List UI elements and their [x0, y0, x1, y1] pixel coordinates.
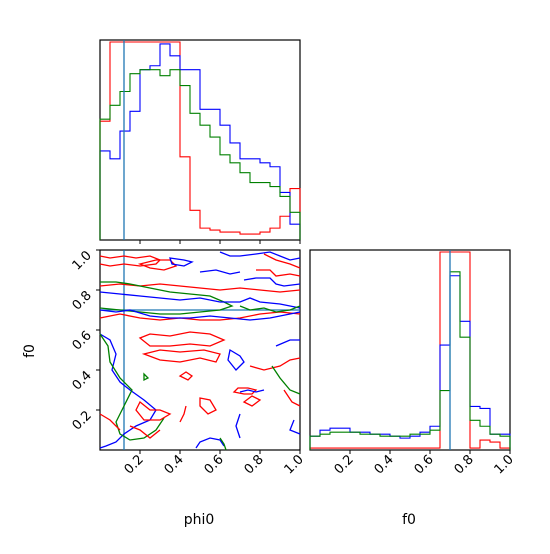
hist-phi0-panel	[99, 39, 301, 241]
contour-blue-mid-right	[227, 348, 245, 371]
contour-green-right	[239, 305, 301, 313]
contour-blue-band-lower	[99, 309, 301, 321]
hist-f0-xtick-label-1: 0.4	[372, 452, 397, 477]
contour-xtick-label-2: 0.6	[202, 452, 227, 477]
contour-blue-bottom-right	[235, 413, 241, 439]
hist-f0-panel	[309, 249, 511, 451]
contour-blue-top-right	[219, 251, 301, 261]
hist-f0-frame	[309, 249, 511, 451]
contour-red-band-upper	[99, 283, 301, 293]
contour-ytick-label-3: 0.8	[70, 288, 95, 313]
ylabel-f0: f0	[22, 344, 38, 358]
contour-red-top-right	[263, 253, 301, 269]
hist-phi0-step-red	[99, 41, 301, 240]
contour-blue-band-upper	[99, 291, 301, 309]
contour-blue-left	[99, 333, 157, 449]
contour-red-right-mid	[249, 357, 301, 371]
contour-xtick-label-3: 0.8	[242, 452, 267, 477]
contour-red-top-mid	[137, 259, 178, 271]
hist-f0-step-blue	[309, 275, 511, 450]
contour-panel	[99, 249, 301, 451]
hist-f0-step-red	[309, 251, 511, 450]
contour-red-mid-upper	[138, 331, 226, 347]
contour-blue-top-mid	[169, 257, 194, 267]
contour-red-upper-right	[256, 269, 301, 277]
contour-ytick-label-0: 0.2	[70, 408, 95, 433]
contour-frame	[99, 249, 301, 451]
contour-red-mid-lower	[141, 349, 221, 363]
hist-phi0-step-blue	[99, 43, 301, 240]
contour-green-dot	[143, 372, 150, 382]
contour-red-low-mid	[199, 397, 217, 415]
contour-red-small	[178, 371, 194, 381]
contour-green-left	[99, 333, 165, 441]
contour-blue-right-mid	[275, 339, 300, 347]
hist-f0-xtick-label-0: 0.2	[332, 452, 357, 477]
contour-green-right-low	[271, 365, 301, 395]
contour-red-band-lower	[99, 311, 301, 321]
contour-red-low-b	[135, 400, 172, 421]
contour-red-low-right-a	[232, 387, 258, 395]
contour-blue-far-right	[289, 419, 301, 435]
hist-phi0-step-green	[99, 69, 301, 240]
contour-ytick-label-2: 0.6	[70, 328, 95, 353]
contour-blue-upper-mid	[199, 269, 241, 275]
hist-f0-step-green	[309, 271, 511, 450]
contour-xtick-label-1: 0.4	[162, 452, 187, 477]
contour-xtick-label-4: 1.0	[282, 452, 307, 477]
contour-green-bottom-mid	[219, 437, 227, 451]
contour-blue-bottom-mid	[195, 437, 225, 449]
hist-f0-xtick-label-2: 0.6	[412, 452, 437, 477]
hist-f0-xtick-label-3: 0.8	[452, 452, 477, 477]
contour-green-band	[99, 281, 234, 315]
contour-red-bottom-left-b	[129, 425, 161, 439]
contour-red-low-right-b	[242, 395, 262, 407]
contour-red-bottom-left-a	[99, 413, 121, 431]
contour-blue-upper-right	[243, 277, 301, 287]
contour-ytick-label-4: 1.0	[70, 248, 95, 273]
xlabel-phi0: phi0	[184, 512, 215, 528]
hist-f0-xtick-label-4: 1.0	[492, 452, 517, 477]
contour-red-far-right	[283, 389, 301, 407]
contour-xtick-label-0: 0.2	[122, 452, 147, 477]
contour-ytick-label-1: 0.4	[70, 368, 95, 393]
contour-red-low-a	[179, 405, 187, 423]
xlabel-f0: f0	[402, 512, 416, 528]
contour-blue-low-right	[239, 389, 265, 393]
